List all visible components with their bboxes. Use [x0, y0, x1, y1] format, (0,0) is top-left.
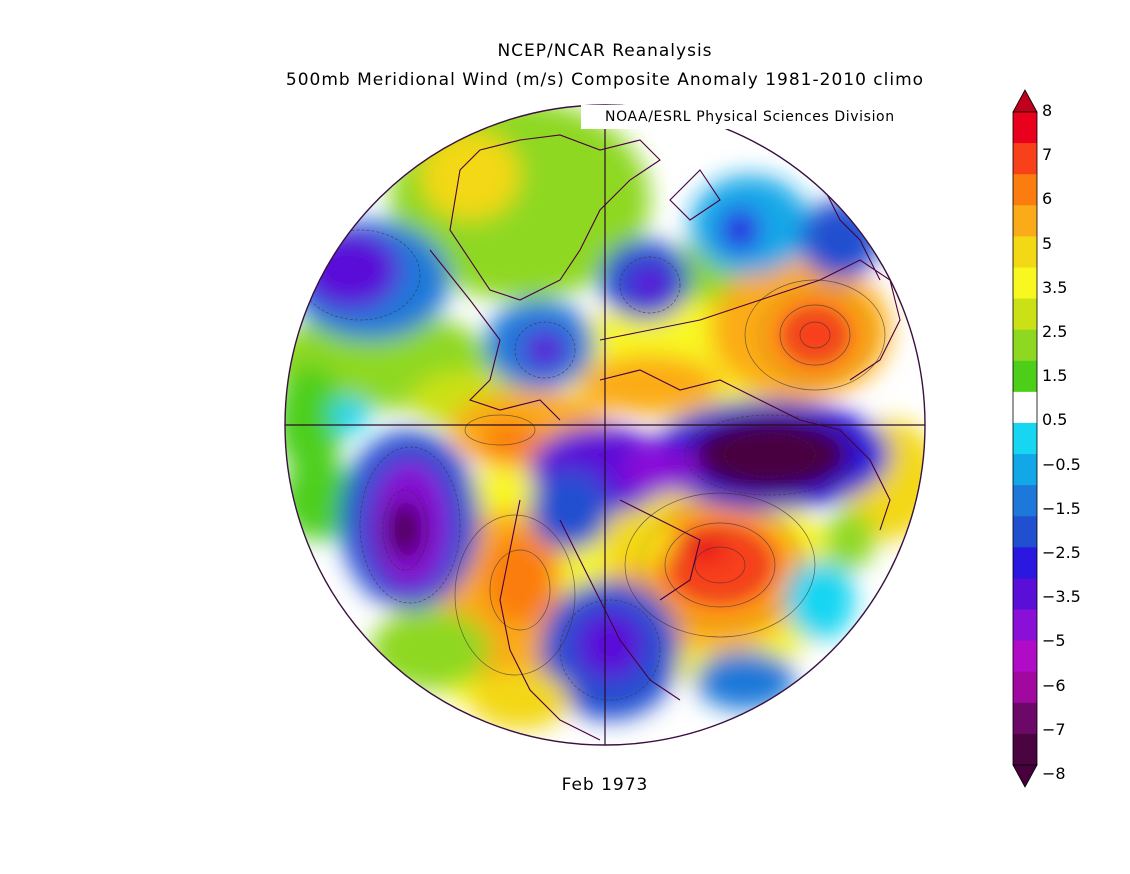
colorbar-tick-label: 8 [1042, 101, 1053, 120]
colorbar-tick-label: −2.5 [1042, 543, 1081, 562]
colorbar-tick-label: −0.5 [1042, 454, 1081, 474]
colorbar-tick-label: −5 [1042, 631, 1066, 651]
colorbar-swatch [1013, 609, 1037, 642]
colorbar-swatch [1013, 640, 1037, 673]
colorbar-tick-label: −7 [1042, 719, 1066, 739]
colorbar-overflow-bottom [1012, 764, 1038, 788]
colorbar-swatch [1013, 360, 1037, 393]
colorbar-tick-label: 2.5 [1042, 322, 1068, 341]
colorbar-swatch [1013, 733, 1037, 766]
chart-title: NCEP/NCAR Reanalysis [497, 41, 713, 61]
time-period: Feb 1973 [561, 775, 649, 795]
colorbar-swatch [1013, 485, 1037, 517]
anomaly-field [285, 105, 925, 745]
colorbar-tick-label: 7 [1042, 145, 1053, 165]
colorbar-tick-label: −6 [1042, 675, 1066, 695]
colorbar-swatch [1013, 516, 1037, 548]
colorbar-swatch [1013, 174, 1037, 206]
colorbar-swatch [1013, 671, 1037, 704]
colorbar-tick-label: −8 [1042, 764, 1066, 783]
colorbar-tick-label: 5 [1042, 233, 1053, 253]
colorbar-swatch [1013, 112, 1037, 144]
colorbar-swatch [1013, 267, 1037, 300]
colorbar-tick-label: 3.5 [1042, 277, 1068, 297]
colorbar-swatch [1013, 236, 1037, 268]
colorbar-swatch [1013, 298, 1037, 331]
colorbar-swatch [1013, 454, 1037, 486]
colorbar-overflow-top [1012, 89, 1038, 113]
colorbar-swatch [1013, 578, 1037, 611]
colorbar-tick-label: 6 [1042, 189, 1053, 209]
chart-subtitle: 500mb Meridional Wind (m/s) Composite An… [285, 70, 925, 90]
colorbar-swatch [1013, 205, 1037, 237]
colorbar-swatch [1013, 329, 1037, 362]
colorbar-tick-label: 0.5 [1042, 410, 1068, 430]
colorbar-tick-label: −3.5 [1042, 587, 1081, 607]
colorbar-tick-label: −1.5 [1042, 498, 1081, 518]
colorbar-tick-label: 1.5 [1042, 366, 1068, 386]
colorbar-swatch [1013, 547, 1037, 579]
colorbar-swatch [1013, 702, 1037, 735]
coastlines [429, 134, 901, 741]
credit-label: NOAA/ESRL Physical Sciences Division [581, 105, 926, 129]
colorbar-swatch [1013, 391, 1037, 424]
colorbar-swatch [1013, 143, 1037, 175]
colorbar-swatch [1013, 422, 1037, 455]
map-grid [285, 105, 925, 745]
